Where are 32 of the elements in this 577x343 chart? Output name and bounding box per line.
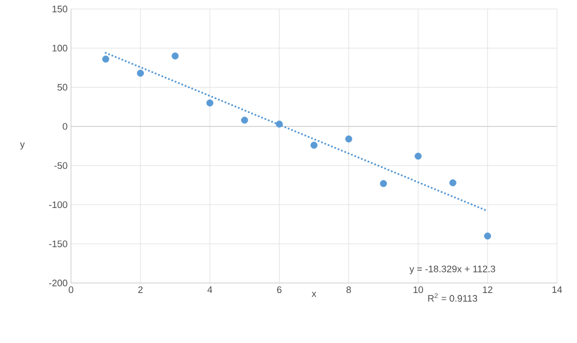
x-tick-label: 4 — [207, 286, 212, 293]
x-tick-label: 0 — [68, 286, 74, 294]
x-tick-label: 8 — [346, 286, 351, 294]
y-tick-label: 50 — [58, 84, 68, 91]
x-tick-label: 10 — [414, 286, 424, 294]
point — [310, 142, 318, 149]
x-tick-label: 12 — [483, 286, 492, 293]
y-tick-label: 150 — [52, 6, 68, 12]
y-tick-label: -150 — [49, 240, 68, 248]
x-tick-label: 2 — [138, 286, 143, 293]
x-tick-label: 6 — [277, 286, 282, 294]
y-axis-title: y — [20, 142, 25, 150]
point — [414, 152, 422, 160]
point — [102, 56, 110, 63]
point — [484, 232, 492, 240]
point — [345, 135, 352, 142]
point — [206, 99, 214, 106]
y-tick-label: -200 — [49, 280, 68, 286]
x-tick-label: 14 — [552, 286, 562, 293]
y-tick-label: -100 — [49, 201, 68, 208]
point — [380, 180, 387, 188]
point — [449, 179, 456, 186]
annotation: y = -18.329x + 112.3 — [409, 266, 496, 274]
point — [172, 52, 179, 60]
point — [276, 120, 283, 128]
y-tick-label: -50 — [54, 162, 68, 169]
point — [241, 116, 248, 124]
text: R$^{2}$ = 0.9113 — [428, 293, 478, 302]
point — [136, 70, 144, 77]
x-axis-title: x — [312, 292, 316, 297]
y-tick-label: 0 — [62, 123, 68, 130]
y-tick-label: 100 — [52, 44, 68, 52]
